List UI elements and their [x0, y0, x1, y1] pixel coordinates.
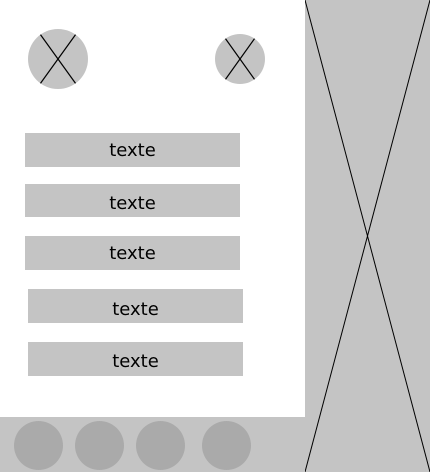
- text-button-4[interactable]: texte: [28, 289, 243, 323]
- image-placeholder-icon-right[interactable]: [215, 34, 265, 84]
- text-button-label: texte: [112, 298, 159, 320]
- text-button-label: texte: [112, 350, 159, 372]
- text-button-label: texte: [109, 193, 156, 214]
- text-button-1[interactable]: texte: [25, 133, 240, 167]
- placeholder-x-icon: [305, 0, 430, 472]
- bottom-nav-dot-4[interactable]: [202, 421, 251, 470]
- text-button-3[interactable]: texte: [25, 236, 240, 270]
- bottom-nav-dot-2[interactable]: [75, 421, 124, 470]
- text-button-label: texte: [109, 139, 156, 161]
- bottom-nav-dot-3[interactable]: [136, 421, 185, 470]
- text-button-label: texte: [109, 242, 156, 264]
- text-button-2[interactable]: texte: [25, 184, 240, 217]
- image-placeholder-panel: [305, 0, 430, 472]
- x-icon: [224, 37, 256, 81]
- x-icon: [39, 33, 77, 85]
- image-placeholder-icon-left[interactable]: [28, 29, 88, 89]
- text-button-5[interactable]: texte: [28, 342, 243, 376]
- bottom-nav-dot-1[interactable]: [14, 421, 63, 470]
